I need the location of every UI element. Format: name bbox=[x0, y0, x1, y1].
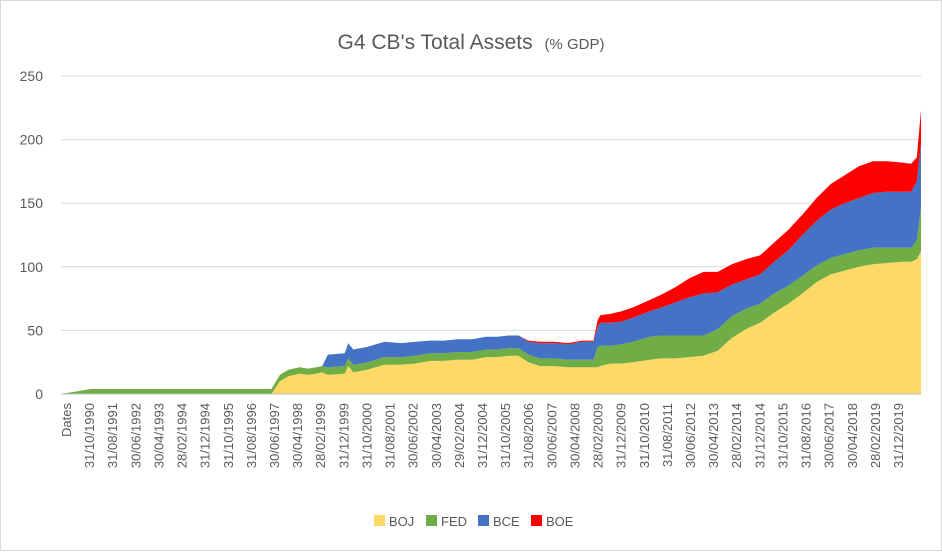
x-tick-label: 31/12/1994 bbox=[198, 403, 213, 468]
x-tick-label: 28/02/2009 bbox=[591, 403, 606, 468]
y-axis: 0 50 100 150 200 250 bbox=[20, 68, 44, 402]
legend-label-boe: BOE bbox=[546, 514, 574, 529]
x-tick-label: 28/02/2019 bbox=[868, 403, 883, 468]
x-tick-label: 31/08/2011 bbox=[660, 403, 675, 467]
x-tick-label: 30/04/2008 bbox=[567, 403, 582, 468]
chart-title: G4 CB's Total Assets (% GDP) bbox=[338, 31, 605, 54]
area-fed bbox=[61, 207, 921, 394]
x-tick-label: 31/12/2014 bbox=[752, 403, 767, 468]
legend-label-bce: BCE bbox=[493, 514, 520, 529]
y-tick-label: 150 bbox=[20, 195, 44, 211]
x-axis: Dates 31/10/1990 31/08/1991 30/06/1992 30/04… bbox=[59, 403, 906, 469]
x-tick-label: 31/08/1991 bbox=[105, 403, 120, 468]
x-tick-label: 31/12/2009 bbox=[614, 403, 629, 468]
x-tick-label: 31/08/2016 bbox=[799, 403, 814, 468]
x-tick-label: 31/10/1995 bbox=[221, 403, 236, 468]
x-tick-label: 31/08/1996 bbox=[244, 403, 259, 468]
x-tick-label: 31/10/2005 bbox=[498, 403, 513, 468]
x-tick-label: 30/04/1998 bbox=[290, 403, 305, 468]
x-tick-label: Dates bbox=[59, 403, 74, 437]
legend-swatch-bce bbox=[478, 515, 489, 526]
x-tick-label: 30/04/2018 bbox=[845, 403, 860, 468]
x-tick-label: 28/02/1999 bbox=[313, 403, 328, 468]
chart-title-main: G4 CB's Total Assets bbox=[338, 31, 533, 54]
y-tick-label: 250 bbox=[20, 68, 44, 84]
x-tick-label: 30/06/2007 bbox=[544, 403, 559, 468]
x-tick-label: 28/02/2014 bbox=[729, 403, 744, 468]
x-tick-label: 31/10/2000 bbox=[359, 403, 374, 468]
legend: BOJ FED BCE BOE bbox=[374, 514, 574, 529]
x-tick-label: 30/04/2013 bbox=[706, 403, 721, 468]
x-tick-label: 30/06/1997 bbox=[267, 403, 282, 468]
y-tick-label: 100 bbox=[20, 259, 44, 275]
x-tick-label: 31/08/2006 bbox=[521, 403, 536, 468]
legend-label-fed: FED bbox=[441, 514, 467, 529]
y-tick-label: 50 bbox=[27, 322, 43, 338]
x-tick-label: 31/08/2001 bbox=[383, 403, 398, 468]
x-tick-label: 31/10/1990 bbox=[82, 403, 97, 468]
x-tick-label: 31/10/2010 bbox=[637, 403, 652, 468]
area-boj bbox=[61, 251, 921, 394]
x-tick-label: 30/06/2017 bbox=[822, 403, 837, 468]
x-tick-label: 30/06/2002 bbox=[406, 403, 421, 468]
x-tick-label: 31/10/2015 bbox=[775, 403, 790, 468]
x-tick-label: 28/02/1994 bbox=[175, 403, 190, 468]
chart-subtitle: (% GDP) bbox=[544, 36, 604, 53]
x-tick-label: 29/02/2004 bbox=[452, 403, 467, 468]
x-tick-label: 31/12/2004 bbox=[475, 403, 490, 468]
plot-area bbox=[61, 110, 921, 395]
legend-swatch-boe bbox=[531, 515, 542, 526]
y-tick-label: 200 bbox=[20, 132, 44, 148]
area-bce bbox=[61, 143, 921, 394]
x-tick-label: 30/04/1993 bbox=[151, 403, 166, 468]
legend-label-boj: BOJ bbox=[389, 514, 414, 529]
legend-swatch-fed bbox=[426, 515, 437, 526]
x-tick-label: 31/12/2019 bbox=[891, 403, 906, 468]
x-tick-label: 30/06/1992 bbox=[128, 403, 143, 468]
x-tick-label: 30/06/2012 bbox=[683, 403, 698, 468]
y-tick-label: 0 bbox=[35, 386, 43, 402]
x-tick-label: 30/04/2003 bbox=[429, 403, 444, 468]
legend-swatch-boj bbox=[374, 515, 385, 526]
x-tick-label: 31/12/1999 bbox=[336, 403, 351, 468]
